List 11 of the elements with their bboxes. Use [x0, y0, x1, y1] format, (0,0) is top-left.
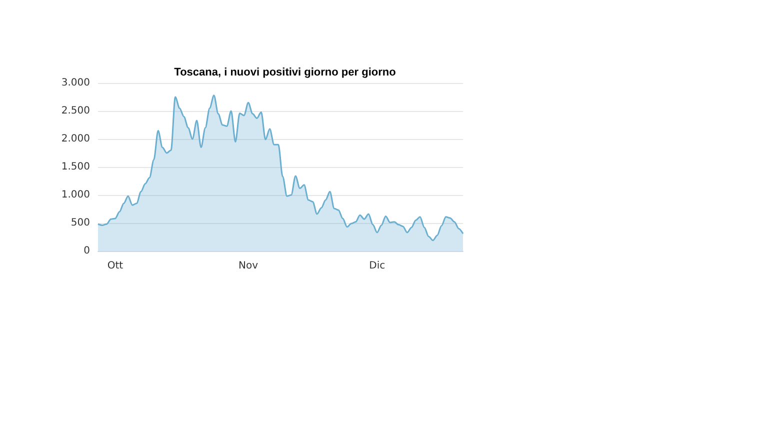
y-tick-label: 2.000 [61, 134, 90, 144]
x-tick-label: Ott [107, 260, 124, 272]
x-tick-label: Nov [238, 260, 258, 272]
y-tick-label: 0 [84, 246, 90, 256]
chart-title: Toscana, i nuovi positivi giorno per giorno [174, 66, 396, 78]
y-tick-label: 500 [70, 218, 90, 228]
x-tick-label: Dic [369, 260, 386, 272]
y-tick-label: 1.500 [61, 162, 90, 172]
y-tick-label: 2.500 [61, 106, 90, 116]
y-tick-label: 3.000 [61, 78, 90, 88]
y-tick-label: 1.000 [61, 190, 90, 200]
